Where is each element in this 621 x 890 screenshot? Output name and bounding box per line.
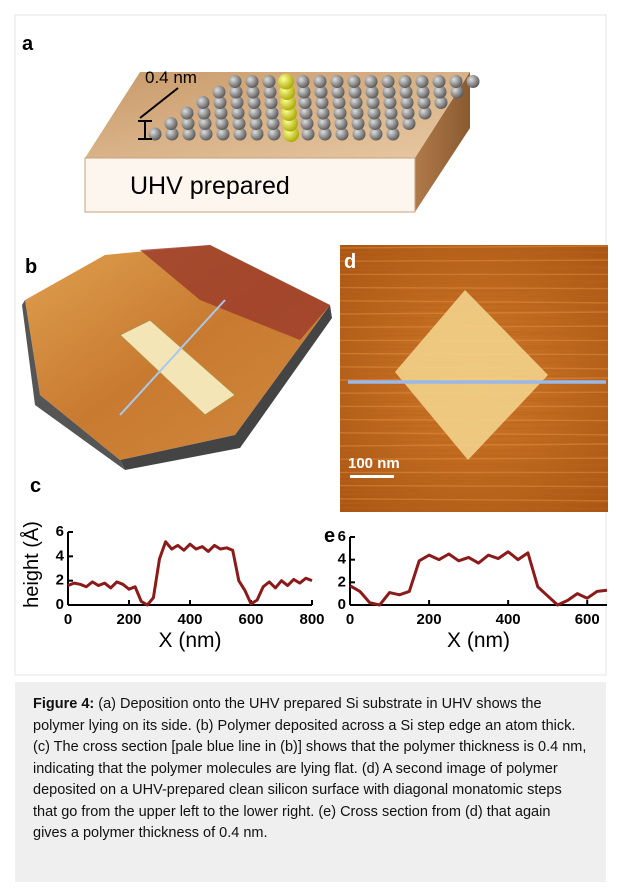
- annotation: 0.4 nm: [145, 68, 197, 87]
- panel-label: d: [344, 251, 356, 273]
- caption-text: (a) Deposition onto the UHV prepared Si …: [33, 696, 586, 841]
- y-tick-label: 4: [56, 547, 65, 564]
- panel-label: c: [30, 475, 41, 497]
- polymer-bead: [297, 75, 310, 88]
- panel-label: a: [22, 33, 34, 55]
- x-tick-label: 800: [299, 611, 324, 628]
- x-axis-label: X (nm): [447, 629, 510, 652]
- scale-label: 100 nm: [348, 455, 400, 472]
- polymer-bead: [181, 107, 194, 120]
- polymer-bead: [197, 96, 210, 109]
- y-tick-label: 4: [338, 551, 347, 568]
- polymer-bead: [365, 75, 378, 88]
- y-tick-label: 0: [338, 596, 346, 613]
- x-axis-label: X (nm): [159, 629, 222, 652]
- scale-bar: [350, 475, 394, 478]
- annotation: UHV prepared: [130, 172, 290, 200]
- polymer-bead: [467, 75, 480, 88]
- polymer-bead: [450, 75, 463, 88]
- polymer-bead: [416, 75, 429, 88]
- panel-label: e: [324, 525, 335, 547]
- x-tick-label: 200: [116, 611, 141, 628]
- polymer-bead: [263, 75, 276, 88]
- x-tick-label: 400: [496, 611, 521, 628]
- x-tick-label: 200: [417, 611, 442, 628]
- x-tick-label: 0: [64, 611, 72, 628]
- caption-label: Figure 4:: [33, 696, 94, 712]
- y-tick-label: 2: [56, 572, 64, 589]
- polymer-bead: [399, 75, 412, 88]
- x-tick-label: 600: [238, 611, 263, 628]
- polymer-bead: [246, 75, 259, 88]
- polymer-bead: [278, 74, 294, 90]
- polymer-bead: [382, 75, 395, 88]
- polymer-bead: [433, 75, 446, 88]
- x-tick-label: 400: [177, 611, 202, 628]
- x-tick-label: 0: [346, 611, 354, 628]
- polymer-bead: [331, 75, 344, 88]
- page: {"figure":{"panels":{"a":"a","b":"b","c"…: [0, 0, 621, 890]
- polymer-bead: [348, 75, 361, 88]
- polymer-bead: [165, 117, 178, 130]
- y-tick-label: 2: [338, 573, 346, 590]
- y-axis-label: height (Å): [20, 521, 43, 608]
- polymer-bead: [229, 75, 242, 88]
- polymer-bead: [314, 75, 327, 88]
- y-tick-label: 6: [338, 528, 346, 545]
- y-tick-label: 0: [56, 596, 64, 613]
- panel-label: b: [25, 256, 37, 278]
- x-tick-label: 600: [575, 611, 600, 628]
- polymer-bead: [213, 86, 226, 99]
- caption: Figure 4: (a) Deposition onto the UHV pr…: [15, 682, 606, 882]
- y-tick-label: 6: [56, 523, 64, 540]
